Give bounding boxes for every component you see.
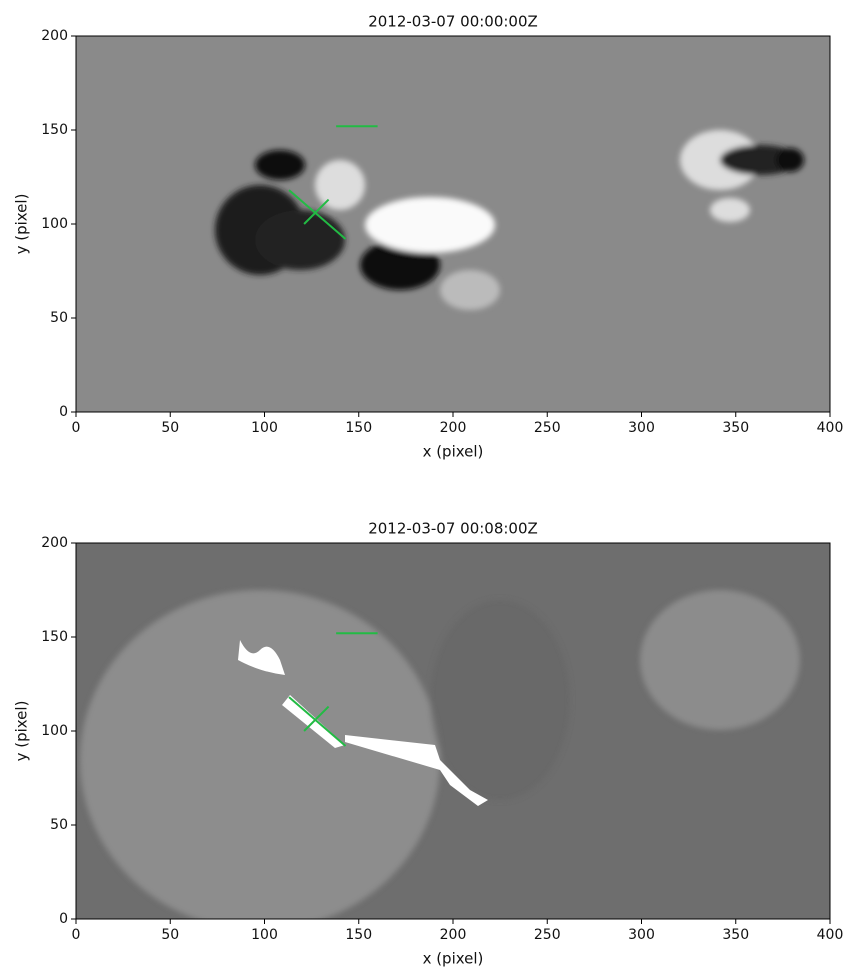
y-tick-label: 200 — [41, 535, 68, 551]
x-tick-label: 150 — [345, 927, 372, 943]
y-tick-label: 150 — [41, 122, 68, 138]
x-tick-label: 400 — [817, 927, 844, 943]
chart-title: 2012-03-07 00:08:00Z — [368, 520, 538, 538]
x-tick-label: 0 — [72, 420, 81, 436]
x-tick-label: 250 — [534, 420, 561, 436]
x-tick-label: 300 — [628, 420, 655, 436]
magnetogram-image — [76, 36, 830, 412]
overlay-line — [288, 189, 347, 240]
y-axis-label: y (pixel) — [13, 194, 31, 255]
x-tick-label: 50 — [161, 420, 179, 436]
overlay-line — [288, 696, 347, 747]
x-tick-label: 50 — [161, 927, 179, 943]
y-tick-label: 50 — [50, 310, 68, 326]
x-tick-label: 100 — [251, 927, 278, 943]
y-tick-label: 50 — [50, 817, 68, 833]
overlay-line — [303, 198, 330, 225]
x-axis-label: x (pixel) — [423, 950, 484, 968]
x-tick-label: 200 — [440, 420, 467, 436]
x-tick-label: 100 — [251, 420, 278, 436]
x-tick-label: 350 — [722, 927, 749, 943]
overlay-line — [303, 705, 330, 732]
y-tick-label: 150 — [41, 629, 68, 645]
x-tick-label: 150 — [345, 420, 372, 436]
euv-image — [76, 543, 830, 919]
x-tick-label: 300 — [628, 927, 655, 943]
y-tick-label: 0 — [59, 911, 68, 927]
x-axis-label: x (pixel) — [423, 443, 484, 461]
y-axis-label: y (pixel) — [13, 701, 31, 762]
y-tick-label: 0 — [59, 404, 68, 420]
x-tick-label: 200 — [440, 927, 467, 943]
x-tick-label: 400 — [817, 420, 844, 436]
chart-title: 2012-03-07 00:00:00Z — [368, 13, 538, 31]
x-tick-label: 350 — [722, 420, 749, 436]
x-tick-label: 0 — [72, 927, 81, 943]
y-tick-label: 100 — [41, 216, 68, 232]
y-tick-label: 100 — [41, 723, 68, 739]
y-tick-label: 200 — [41, 28, 68, 44]
x-tick-label: 250 — [534, 927, 561, 943]
